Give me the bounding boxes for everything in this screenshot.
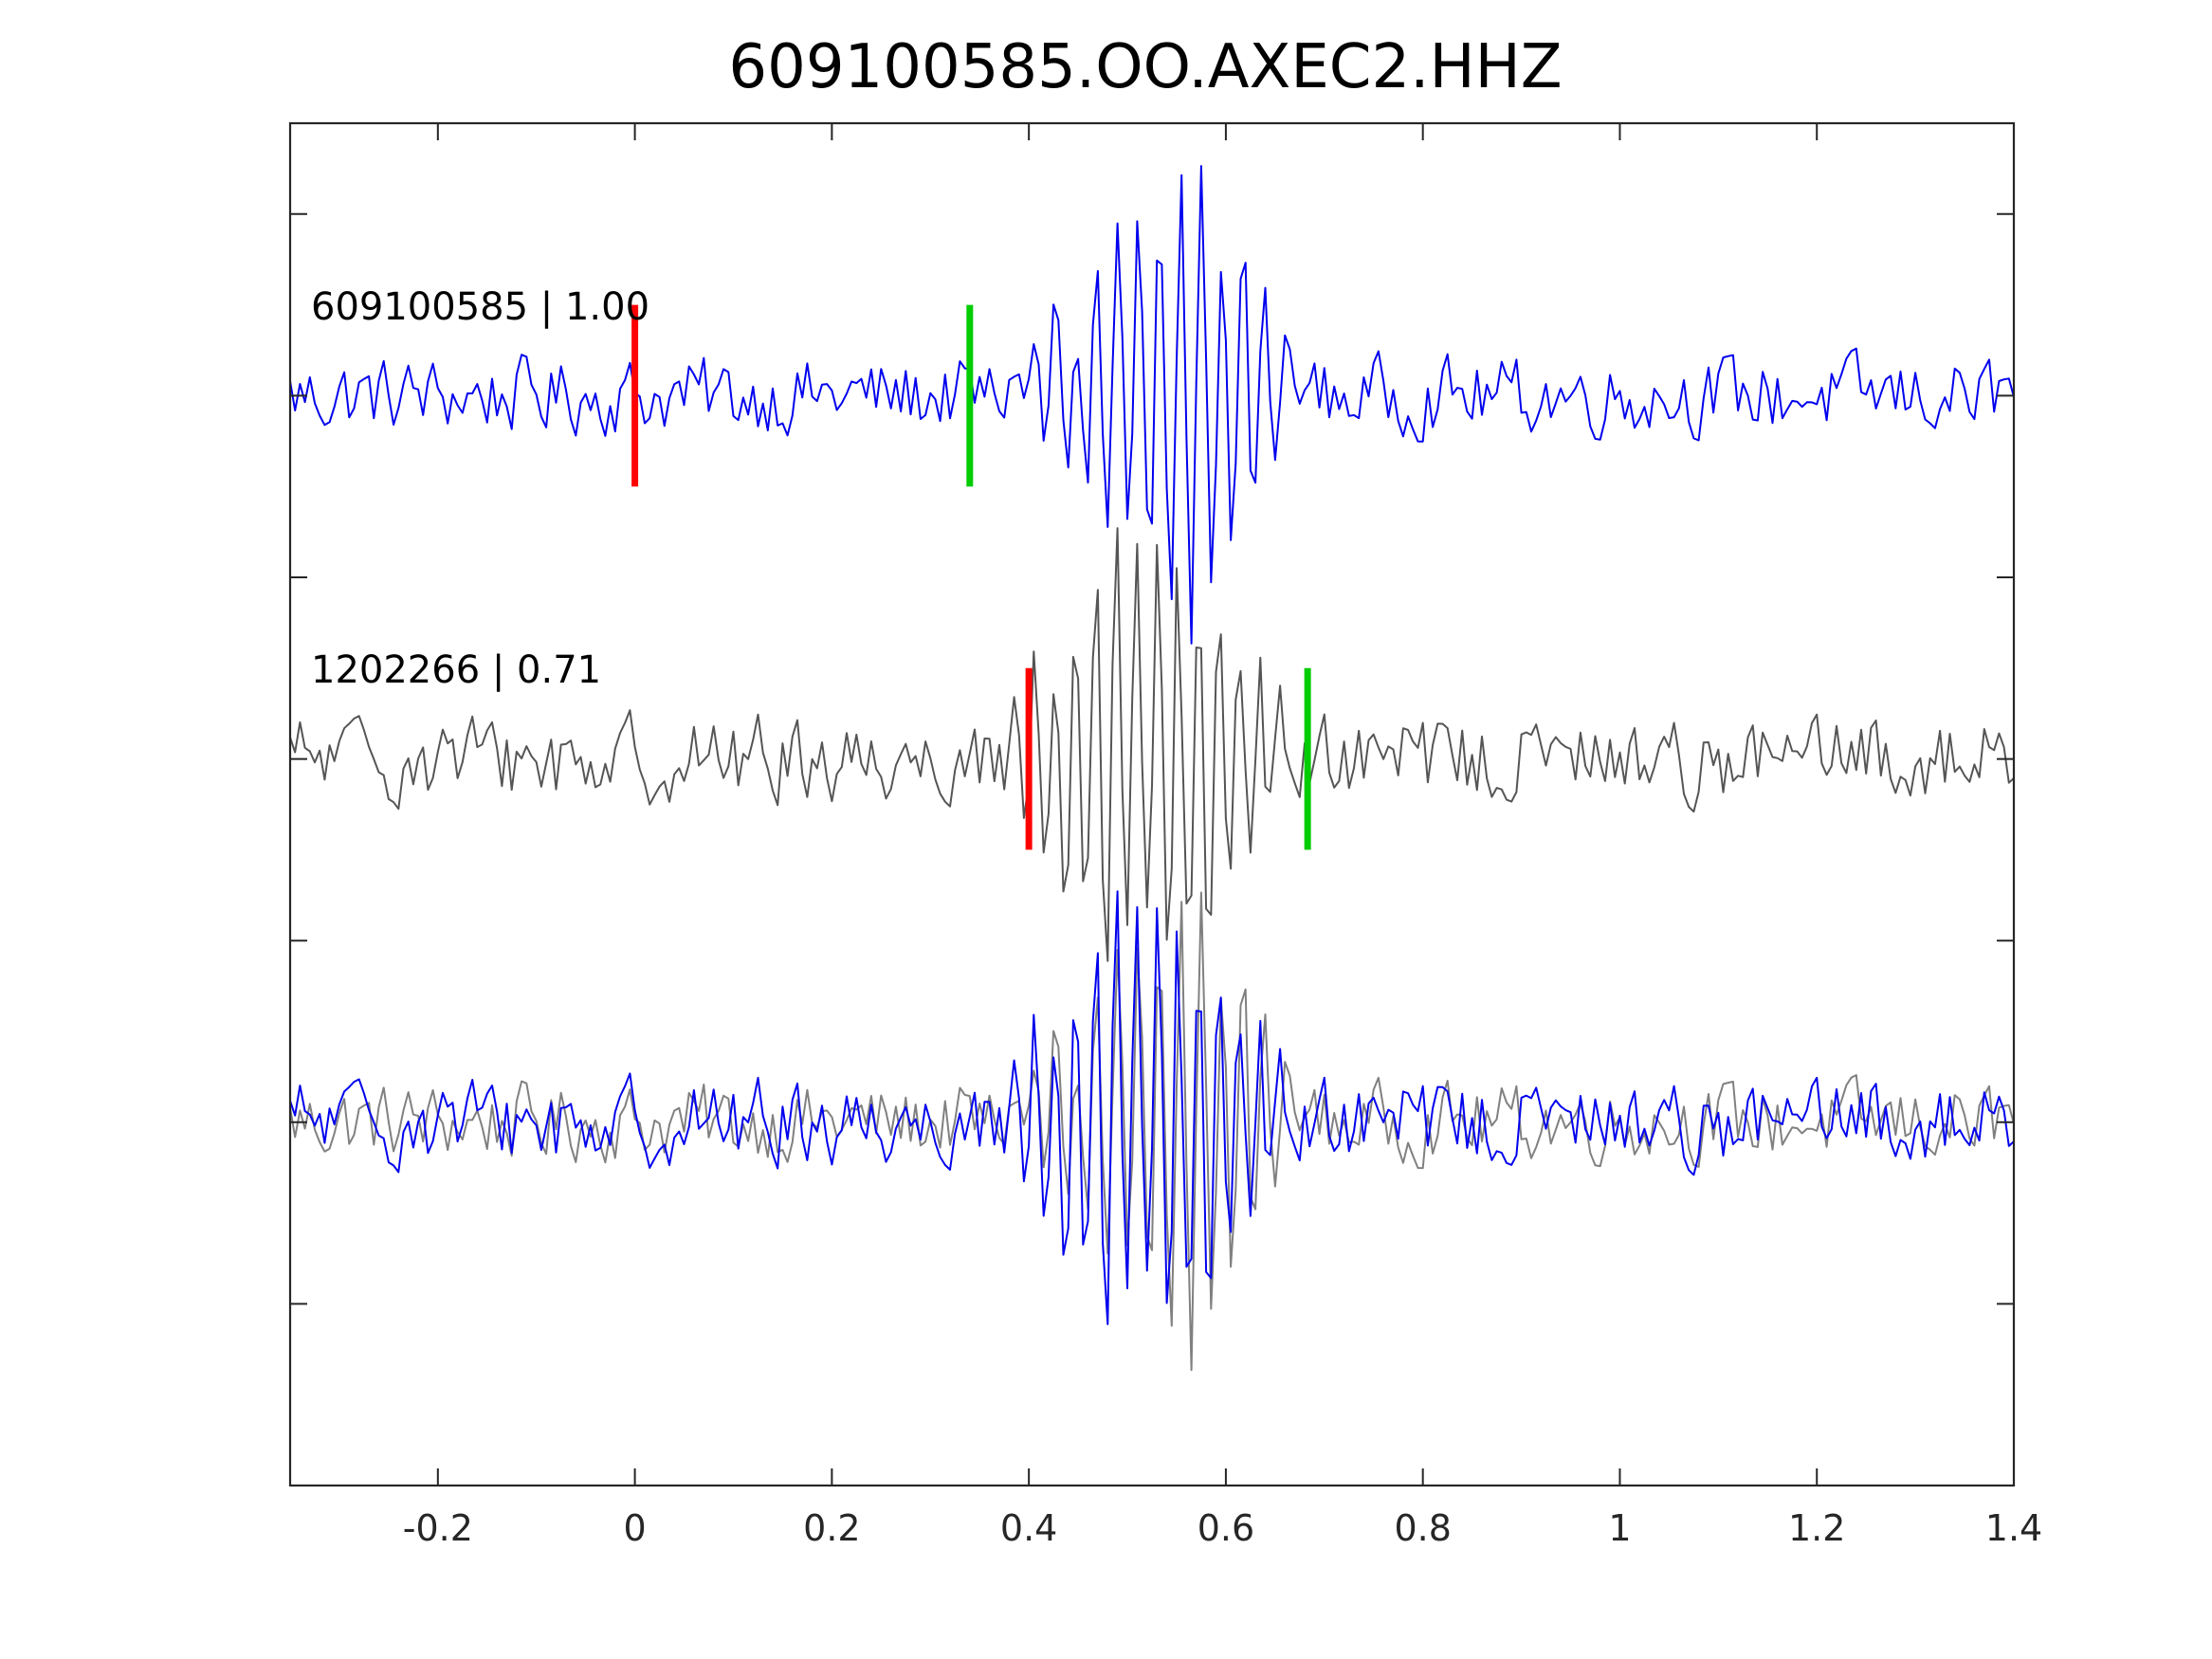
trace-line-1 bbox=[289, 165, 2015, 645]
trace-line-2 bbox=[289, 527, 2015, 962]
trace-label-1: 609100585 | 1.00 bbox=[311, 285, 649, 329]
overlay-series-line-2 bbox=[289, 890, 2015, 1325]
overlay-series-line-1 bbox=[289, 891, 2015, 1372]
plot-area: 609100585 | 1.00 1202266 | 0.71 bbox=[289, 165, 2015, 1372]
x-tick-label: 0 bbox=[624, 1507, 647, 1549]
trace-label-2: 1202266 | 0.71 bbox=[311, 648, 601, 692]
chart-title: 609100585.OO.AXEC2.HHZ bbox=[728, 32, 1562, 102]
x-tick-label: 0.4 bbox=[1000, 1507, 1057, 1549]
x-tick-label: 0.6 bbox=[1197, 1507, 1254, 1549]
x-tick-label: -0.2 bbox=[403, 1507, 473, 1549]
x-tick-label: 1 bbox=[1608, 1507, 1631, 1549]
axes-frame bbox=[288, 121, 2016, 1487]
x-tick-label: 1.4 bbox=[1985, 1507, 2042, 1549]
axis-ticks: -0.2 0 0.2 0.4 0.6 0.8 1 1.2 1.4 bbox=[290, 123, 2042, 1549]
x-tick-label: 0.2 bbox=[803, 1507, 860, 1549]
x-tick-label: 1.2 bbox=[1788, 1507, 1845, 1549]
x-tick-label: 0.8 bbox=[1394, 1507, 1451, 1549]
